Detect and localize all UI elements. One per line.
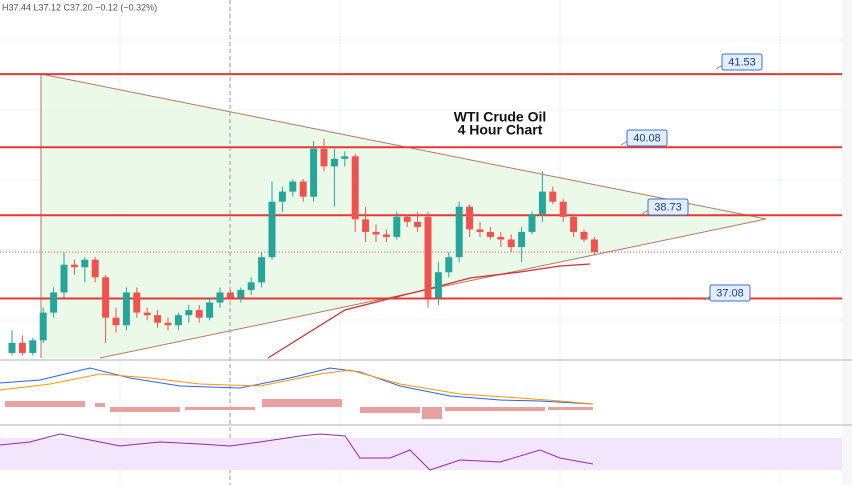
level-label: 41.53 [728, 56, 756, 68]
candle-body [258, 257, 266, 283]
candle-body [330, 158, 338, 167]
candle-body [50, 292, 58, 313]
candle-body [310, 148, 318, 197]
level-label-box [709, 284, 751, 302]
candle-body [226, 292, 234, 298]
candle-body [351, 156, 359, 220]
candle-body [60, 264, 68, 293]
level-label-box [647, 198, 689, 216]
level-label: 40.08 [633, 132, 661, 144]
levels: 41.53 40.08 38.73 37.08 [0, 53, 842, 302]
candle-body [299, 181, 307, 197]
candle-body [70, 264, 78, 268]
candle-body [538, 191, 546, 215]
candle-body [362, 219, 370, 232]
candle-body [278, 191, 286, 202]
candle-body [549, 191, 557, 202]
candle-body [164, 322, 172, 326]
candle-body [18, 342, 26, 353]
candle-body [39, 312, 47, 341]
chart-subtitle: 4 Hour Chart [458, 122, 543, 138]
candle-body [206, 302, 214, 318]
candle-body [424, 216, 432, 298]
candle-body [372, 231, 380, 235]
candle-body [143, 312, 151, 316]
level-label-box [626, 129, 668, 147]
candle-body [29, 340, 37, 353]
candle-body [8, 342, 16, 353]
candle-body [112, 317, 120, 326]
candle-body [497, 236, 505, 240]
candle-body [434, 272, 442, 298]
candle-body [486, 231, 494, 237]
candles [0, 138, 842, 356]
macd-line [0, 367, 594, 405]
candle-body [320, 148, 328, 167]
level-label-box [721, 53, 763, 71]
macd-signal [0, 369, 594, 405]
candle-body [382, 234, 390, 237]
candle-body [91, 259, 99, 278]
candle-body [393, 216, 401, 237]
candle-body [174, 315, 182, 326]
candle-body [507, 239, 515, 248]
candle-body [81, 259, 89, 268]
candle-body [341, 156, 349, 159]
candle-body [185, 310, 193, 316]
candle-body [580, 231, 588, 240]
candle-body [414, 221, 422, 227]
candle-body [445, 257, 453, 273]
candle-body [195, 310, 203, 318]
candle-body [403, 216, 411, 222]
candle-body [247, 282, 255, 290]
macd-histogram [5, 399, 593, 419]
candle-body [455, 206, 463, 258]
candle-body [268, 201, 276, 258]
candle-body [528, 214, 536, 232]
candle-body [237, 289, 245, 298]
price-scale-strip [842, 0, 852, 485]
candle-body [102, 277, 110, 318]
candle-body [466, 206, 474, 230]
candle-body [590, 239, 598, 253]
rsi-line [0, 433, 594, 471]
level-label: 38.73 [654, 201, 682, 213]
ohlc-header: H37.44 L37.12 C37.20 −0.12 (−0.32%) [2, 2, 157, 12]
candle-body [289, 181, 297, 192]
candle-body [518, 231, 526, 248]
rsi-band [0, 438, 842, 470]
candle-body [122, 292, 130, 326]
chart-title: WTI Crude Oil [454, 109, 547, 125]
candle-body [133, 292, 141, 313]
candle-body [476, 229, 484, 232]
candle-body [154, 315, 162, 323]
candle-body [570, 216, 578, 232]
candle-body [216, 292, 224, 303]
candle-body [559, 201, 567, 217]
level-label: 37.08 [716, 287, 744, 299]
